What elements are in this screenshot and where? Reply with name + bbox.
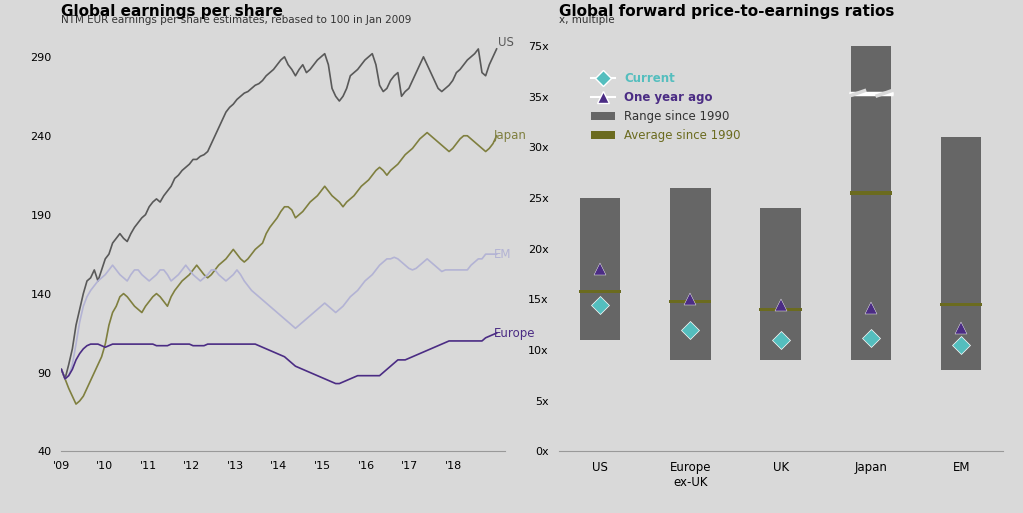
Text: NTM EUR earnings per share estimates, rebased to 100 in Jan 2009: NTM EUR earnings per share estimates, re… — [61, 15, 411, 25]
Text: EM: EM — [493, 248, 512, 261]
Text: Global earnings per share: Global earnings per share — [61, 4, 283, 19]
Text: Global forward price-to-earnings ratios: Global forward price-to-earnings ratios — [559, 4, 894, 19]
Bar — [670, 188, 711, 360]
Text: Europe: Europe — [493, 327, 535, 340]
Bar — [759, 308, 802, 311]
Text: Japan: Japan — [493, 129, 527, 142]
Bar — [579, 289, 621, 293]
Legend: Current, One year ago, Range since 1990, Average since 1990: Current, One year ago, Range since 1990,… — [587, 68, 746, 147]
Bar — [760, 208, 801, 360]
Text: US: US — [498, 36, 514, 49]
Bar — [669, 300, 712, 303]
Bar — [941, 137, 981, 370]
Text: x, multiple: x, multiple — [559, 15, 614, 25]
Bar — [580, 198, 620, 340]
Bar — [850, 191, 892, 195]
Bar — [940, 303, 982, 306]
Bar — [850, 46, 891, 360]
